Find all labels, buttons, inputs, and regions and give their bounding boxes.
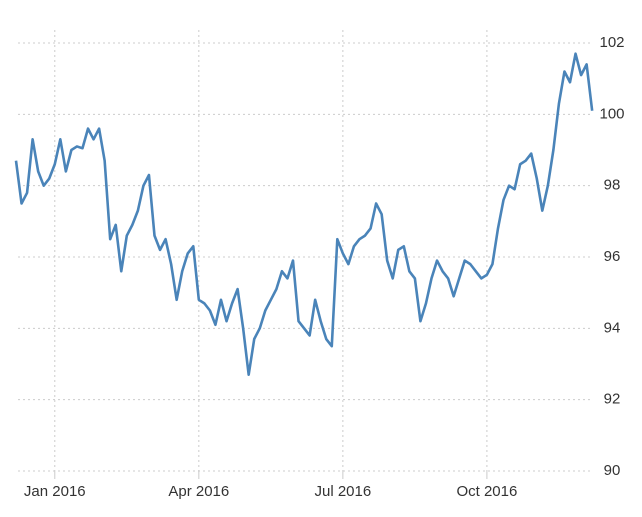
y-tick-label: 94 — [604, 319, 621, 336]
x-tick-label: Oct 2016 — [456, 483, 517, 500]
y-tick-label: 100 — [599, 105, 624, 122]
x-tick-label: Jul 2016 — [315, 483, 372, 500]
y-tick-label: 98 — [604, 177, 621, 194]
y-tick-label: 92 — [604, 391, 621, 408]
data-line — [14, 52, 594, 376]
y-tick-label: 90 — [604, 462, 621, 479]
y-tick-label: 102 — [599, 34, 624, 51]
x-tick-label: Apr 2016 — [168, 483, 229, 500]
x-tick-label: Jan 2016 — [24, 483, 86, 500]
y-tick-label: 96 — [604, 248, 621, 265]
